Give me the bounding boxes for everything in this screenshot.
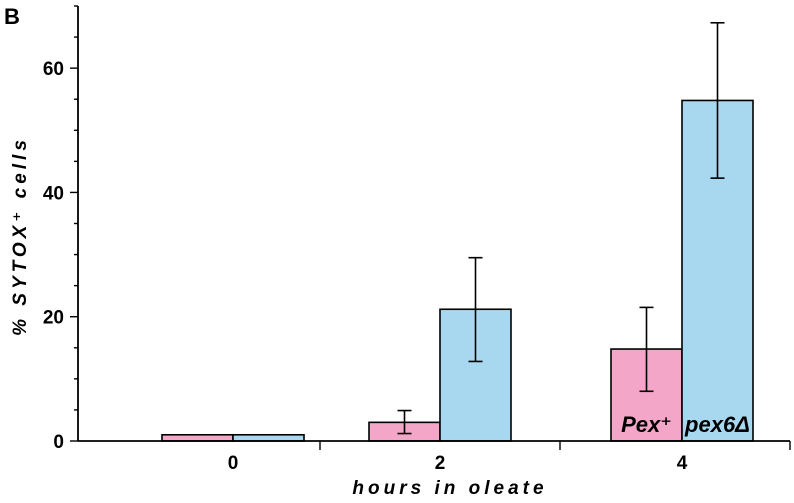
panel-label: B [4,4,20,29]
y-tick-label-20: 20 [43,308,64,329]
bar-pex6-delta-0h [232,433,305,442]
x-tick-label-4: 4 [677,453,688,474]
y-tick-label-0: 0 [53,432,64,453]
bar-pex-plus-0h [161,433,234,442]
x-axis-title: hours in oleate [352,478,547,498]
y-tick-label-40: 40 [43,183,64,204]
legend-label-pex-plus: Pex⁺ [621,412,672,437]
y-tick-label-60: 60 [43,59,64,80]
x-tick-label-2: 2 [435,453,446,474]
y-axis-title: % SYTOX⁺ cells [10,136,31,336]
legend-label-pex6-delta: pex6Δ [684,412,750,437]
x-tick-label-0: 0 [228,453,239,474]
